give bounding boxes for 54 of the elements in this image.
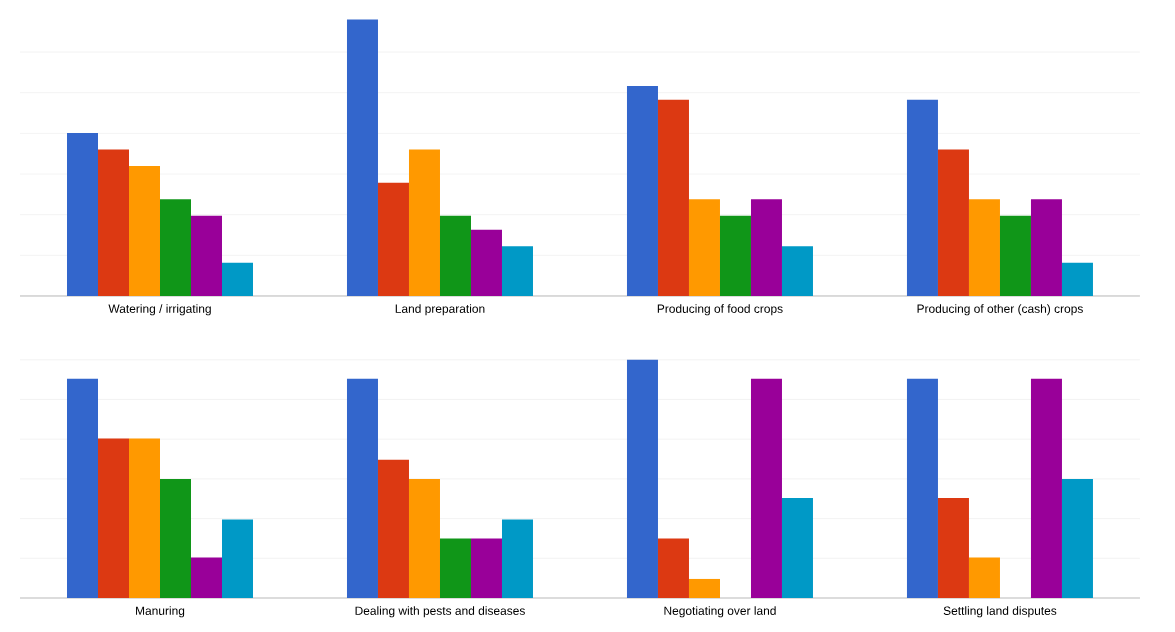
bar xyxy=(1061,262,1093,296)
bar xyxy=(377,182,409,296)
x-tick-label: Manuring xyxy=(136,606,185,618)
x-tick-label: Watering / irrigating xyxy=(108,304,211,316)
bar xyxy=(906,378,938,598)
bar xyxy=(160,199,191,296)
bar xyxy=(377,459,409,598)
bar xyxy=(626,359,658,598)
x-tick-label: Land preparation xyxy=(395,304,485,316)
bar xyxy=(439,538,471,598)
bar xyxy=(501,519,533,598)
bar xyxy=(191,557,222,598)
bar xyxy=(129,166,160,296)
bar xyxy=(937,497,969,598)
bar xyxy=(408,478,440,598)
bar xyxy=(408,149,440,296)
bar xyxy=(657,99,689,296)
bar xyxy=(750,199,782,296)
bar xyxy=(501,246,533,296)
bar xyxy=(781,497,813,598)
bar xyxy=(98,149,129,296)
x-tick-label: Producing of food crops xyxy=(657,304,783,316)
bar xyxy=(98,438,129,598)
bar xyxy=(346,378,378,598)
bar xyxy=(999,215,1031,296)
bar xyxy=(222,519,253,598)
x-tick-label: Negotiating over land xyxy=(664,606,776,618)
bar xyxy=(781,246,813,296)
bar xyxy=(346,19,378,296)
bar xyxy=(750,378,782,598)
bar xyxy=(67,378,98,598)
x-tick-label: Producing of other (cash) crops xyxy=(917,304,1083,316)
bar xyxy=(439,215,471,296)
bar xyxy=(1030,199,1062,296)
bar xyxy=(906,99,938,296)
x-tick-label: Settling land disputes xyxy=(943,606,1057,618)
bar xyxy=(688,578,720,598)
bar xyxy=(968,199,1000,296)
bar xyxy=(968,557,1000,598)
bar xyxy=(470,538,502,598)
x-tick-label: Dealing with pests and diseases xyxy=(355,606,525,618)
bar xyxy=(470,229,502,296)
bar xyxy=(191,215,222,296)
bar xyxy=(719,215,751,296)
bar xyxy=(222,262,253,296)
bar xyxy=(688,199,720,296)
bar xyxy=(1030,378,1062,598)
bar xyxy=(937,149,969,296)
bar xyxy=(160,478,191,598)
bar xyxy=(1061,478,1093,598)
bar xyxy=(67,132,98,296)
bar xyxy=(657,538,689,598)
bar xyxy=(626,85,658,296)
bar xyxy=(129,438,160,598)
